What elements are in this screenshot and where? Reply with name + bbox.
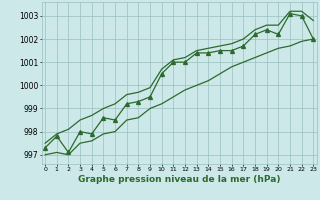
X-axis label: Graphe pression niveau de la mer (hPa): Graphe pression niveau de la mer (hPa) bbox=[78, 175, 280, 184]
